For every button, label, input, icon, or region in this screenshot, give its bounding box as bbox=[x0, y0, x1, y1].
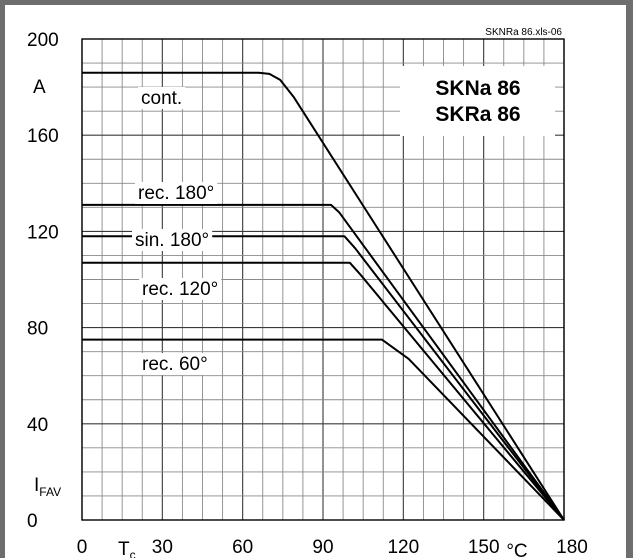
y-tick-label: 40 bbox=[27, 415, 48, 436]
y-axis-label: IFAV bbox=[34, 475, 61, 499]
series-line bbox=[82, 235, 565, 521]
x-tick-label: 150 bbox=[468, 537, 500, 558]
series-label: sin. 180° bbox=[135, 230, 209, 251]
series-label-bg bbox=[135, 182, 218, 204]
y-tick-label: 80 bbox=[27, 319, 48, 340]
y-unit-label: A bbox=[33, 77, 46, 98]
series-label-bg bbox=[139, 278, 222, 300]
series-label: rec. 120° bbox=[142, 279, 218, 300]
labels: SKNRa 86.xls-06 SKNa 86 SKRa 86 0 40 80 120 160… bbox=[27, 27, 588, 558]
series-line bbox=[82, 261, 565, 521]
chart-frame: SKNRa 86.xls-06 SKNa 86 SKRa 86 0 40 80 120 160… bbox=[5, 5, 626, 558]
x-tick-label: 60 bbox=[232, 537, 253, 558]
series-line bbox=[82, 338, 565, 521]
x-tick-label: 0 bbox=[77, 537, 88, 558]
x-axis-label: Tc bbox=[118, 539, 136, 558]
curves bbox=[82, 71, 565, 521]
series-line bbox=[82, 203, 565, 521]
y-tick-label: 160 bbox=[27, 126, 59, 147]
chart-title-line: SKRa 86 bbox=[435, 103, 520, 126]
chart-title-line: SKNa 86 bbox=[435, 77, 520, 100]
series-label: cont. bbox=[141, 88, 182, 109]
grid bbox=[81, 38, 565, 521]
x-tick-label: 30 bbox=[152, 537, 173, 558]
chart-svg: SKNRa 86.xls-06 SKNa 86 SKRa 86 0 40 80 120 160… bbox=[27, 27, 588, 558]
series-label: rec. 180° bbox=[138, 183, 214, 204]
series-label: rec. 60° bbox=[142, 354, 208, 375]
title-box bbox=[400, 66, 555, 136]
chart-reference: SKNRa 86.xls-06 bbox=[485, 27, 562, 38]
y-tick-label: 0 bbox=[27, 511, 38, 532]
x-tick-label: 90 bbox=[312, 537, 333, 558]
series-label-bg bbox=[138, 87, 186, 109]
plot-border bbox=[81, 38, 565, 521]
x-unit-label: °C bbox=[506, 541, 527, 558]
series-label-bg bbox=[132, 229, 213, 251]
series-label-bg bbox=[139, 353, 211, 375]
x-tick-label: 180 bbox=[556, 537, 588, 558]
series-line bbox=[82, 71, 565, 521]
x-tick-label: 120 bbox=[387, 537, 419, 558]
y-tick-label: 120 bbox=[27, 222, 59, 243]
y-tick-label: 200 bbox=[27, 30, 59, 51]
